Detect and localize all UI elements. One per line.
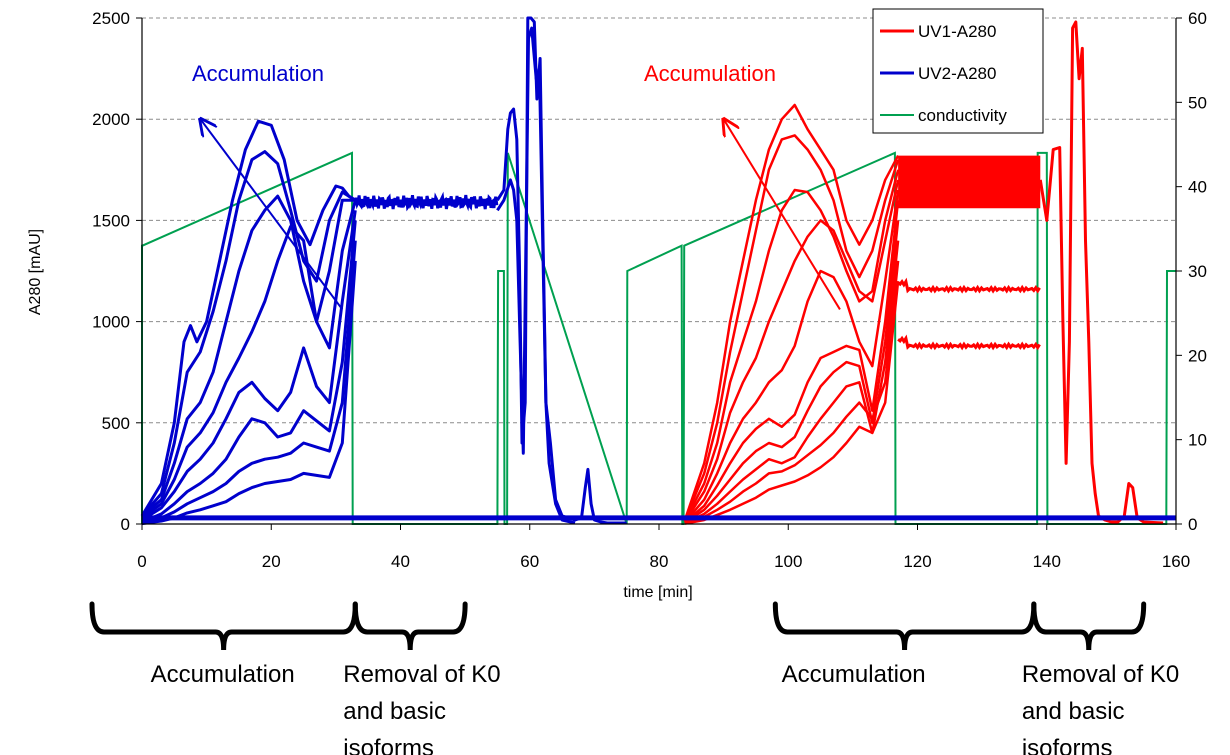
- uv2-plateau: [353, 191, 499, 212]
- phase-label: Accumulation: [151, 661, 295, 688]
- uv1-curve: [684, 280, 900, 525]
- uv2-curve: [141, 194, 356, 518]
- y-tick-label: 1500: [92, 211, 130, 230]
- uv2-curve: [141, 240, 357, 525]
- x-tick-label: 20: [262, 552, 281, 571]
- y2-tick-label: 30: [1188, 262, 1207, 281]
- annotations: Accumulation Accumulation: [192, 61, 841, 311]
- uv1-curve: [683, 169, 900, 522]
- legend: UV1-A280 UV2-A280 conductivity: [872, 8, 1044, 134]
- uv1-curve: [683, 103, 900, 521]
- tick-labels: 0 20 40 60 80 100 120 140 1600500100015002000250…: [92, 9, 1207, 571]
- uv2-curve: [141, 210, 357, 522]
- phase-brace: [772, 601, 1037, 651]
- uv2-curve: [140, 150, 357, 517]
- phase-label: Removal of K0: [1022, 661, 1179, 688]
- uv1-level: [897, 277, 1041, 294]
- uv1-level: [897, 334, 1041, 351]
- uv1-curve: [683, 134, 900, 521]
- y2-tick-label: 20: [1188, 346, 1207, 365]
- y-tick-label: 2500: [92, 9, 130, 28]
- legend-entry: conductivity: [918, 106, 1007, 125]
- uv1-curve: [683, 179, 900, 523]
- uv2-curve: [141, 220, 357, 524]
- legend-entry: UV1-A280: [918, 22, 996, 41]
- phase-brace: [1031, 601, 1147, 651]
- y2-tick-label: 50: [1188, 93, 1207, 112]
- traces: [140, 16, 1176, 526]
- axes: [136, 17, 1182, 530]
- phase-label: and basic: [343, 698, 446, 725]
- accumulation-arrow: [200, 119, 344, 311]
- phase-brace: [89, 601, 358, 651]
- x-tick-label: 40: [391, 552, 410, 571]
- y2-tick-label: 0: [1188, 515, 1197, 534]
- phase-label: and basic: [1022, 698, 1125, 725]
- uv2-tail: [496, 26, 576, 525]
- legend-entry: UV2-A280: [918, 64, 996, 83]
- uv1-curve: [684, 260, 900, 525]
- phase-label: Removal of K0: [343, 661, 500, 688]
- phase-label: Accumulation: [782, 661, 926, 688]
- x-tick-label: 0: [137, 552, 146, 571]
- y2-tick-label: 10: [1188, 431, 1207, 450]
- y-tick-label: 1000: [92, 313, 130, 332]
- x-tick-label: 100: [774, 552, 802, 571]
- uv1-curve: [684, 220, 900, 524]
- uv2-curve: [141, 260, 357, 526]
- y-tick-label: 2000: [92, 110, 130, 129]
- x-tick-label: 140: [1033, 552, 1061, 571]
- accumulation-annotation: Accumulation: [644, 61, 776, 86]
- accumulation-annotation: Accumulation: [192, 61, 324, 86]
- phase-label: isoforms: [343, 735, 434, 755]
- x-tick-label: 80: [650, 552, 669, 571]
- x-tick-label: 120: [903, 552, 931, 571]
- uv1-tail: [1038, 20, 1164, 525]
- phase-label: isoforms: [1022, 735, 1113, 755]
- uv2-curve: [140, 119, 357, 517]
- phase-brace: [352, 601, 468, 651]
- y2-tick-label: 60: [1188, 9, 1207, 28]
- x-tick-label: 60: [520, 552, 539, 571]
- uv1-noise-band: [898, 155, 1041, 209]
- x-axis-title: time [min]: [623, 584, 692, 601]
- phase-labels: Accumulation Removal of K0 and basic isofor…: [89, 601, 1179, 755]
- uv1-curve: [683, 189, 900, 523]
- y-tick-label: 500: [102, 414, 130, 433]
- y-axis-title: A280 [mAU]: [27, 229, 44, 315]
- uv1-curve: [684, 200, 900, 524]
- uv1-curve: [684, 240, 900, 525]
- uv2-curve: [141, 199, 357, 520]
- accumulation-arrow: [724, 119, 841, 310]
- y-tick-label: 0: [121, 515, 130, 534]
- y2-tick-label: 40: [1188, 178, 1207, 197]
- x-tick-label: 160: [1162, 552, 1190, 571]
